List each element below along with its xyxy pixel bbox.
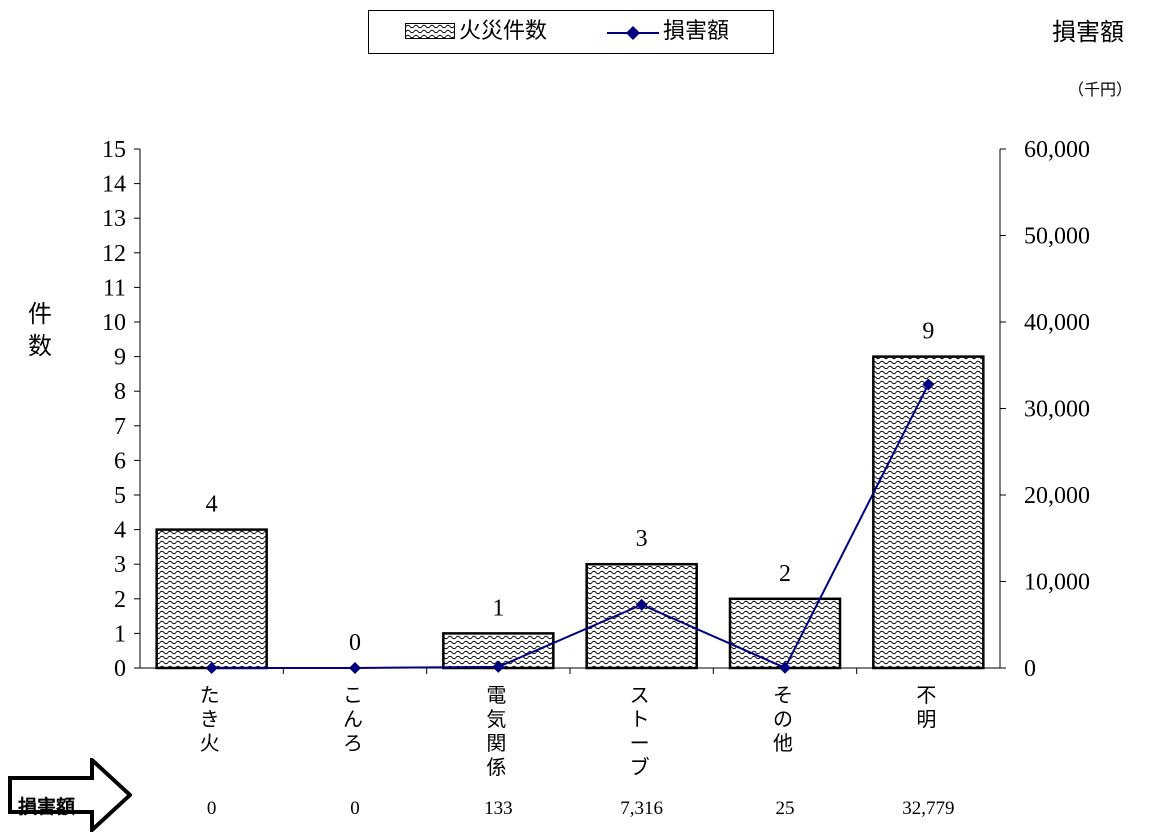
category-label-char: 他 [773, 731, 793, 755]
damage-value-label: 0 [207, 798, 217, 819]
left-axis-title-char: 件 [28, 300, 52, 328]
left-tick-label: 2 [114, 587, 126, 613]
category-label-char: 不 [916, 683, 936, 707]
category-label-char: 関 [486, 731, 506, 755]
left-tick-label: 12 [102, 241, 126, 267]
left-tick-label: 0 [114, 656, 126, 682]
category-label-char: ん [343, 707, 363, 731]
damage-value-label: 133 [484, 798, 513, 819]
damage-point [205, 662, 218, 674]
bar-value-label: 3 [636, 526, 648, 552]
damage-row-label: 損害額 [18, 796, 76, 818]
damage-point [922, 378, 935, 391]
category-label-char: た [200, 683, 220, 707]
category-label-char: き [200, 707, 220, 731]
legend-bar-label: 火災件数 [459, 19, 548, 44]
bar [872, 355, 985, 670]
left-axis-title-char: 数 [28, 332, 52, 360]
category-label-char: 気 [486, 707, 506, 731]
category-label-char: 火 [200, 731, 220, 755]
right-tick-label: 60,000 [1024, 137, 1090, 163]
left-tick-label: 13 [102, 206, 126, 232]
damage-value-label: 32,779 [902, 798, 954, 819]
left-tick-label: 5 [114, 483, 126, 509]
category-label-char: ろ [343, 731, 363, 755]
left-tick-label: 7 [114, 414, 126, 440]
left-tick-label: 4 [114, 518, 126, 544]
left-tick-label: 6 [114, 448, 126, 474]
legend-bar-swatch [405, 23, 455, 39]
category-label-char: ー [630, 731, 650, 755]
left-tick-label: 14 [102, 172, 126, 198]
plot-area: 0123456789101112131415010,00020,00030,00… [102, 137, 1090, 819]
legend: 火災件数 損害額 [368, 10, 774, 54]
legend-line-label: 損害額 [663, 19, 730, 44]
right-tick-label: 30,000 [1024, 397, 1090, 423]
left-tick-label: 3 [114, 552, 126, 578]
category-label-char: こ [343, 683, 363, 707]
category-label-char: ス [630, 683, 650, 707]
damage-value-label: 0 [350, 798, 360, 819]
left-axis-title: 件 数 [26, 298, 54, 362]
damage-value-label: 25 [776, 798, 795, 819]
right-tick-label: 20,000 [1024, 483, 1090, 509]
category-label-char: そ [773, 683, 793, 707]
left-tick-label: 9 [114, 345, 126, 371]
category-label-char: ト [630, 707, 650, 731]
bar-value-label: 2 [779, 561, 791, 587]
category-label-char: ブ [630, 755, 650, 779]
damage-line [211, 384, 930, 670]
damage-point [635, 598, 648, 611]
right-tick-label: 10,000 [1024, 570, 1090, 596]
category-label-char: の [773, 707, 793, 731]
bar-value-label: 4 [206, 492, 218, 518]
damage-point [349, 662, 361, 674]
damage-value-label: 7,316 [620, 798, 663, 819]
left-tick-label: 8 [114, 379, 126, 405]
left-tick-label: 1 [114, 621, 126, 647]
right-tick-label: 0 [1024, 656, 1036, 682]
category-label-char: 係 [486, 755, 506, 779]
legend-line-swatch [607, 26, 659, 40]
category-label-char: 電 [486, 683, 506, 707]
damage-point [492, 660, 505, 673]
bar [155, 528, 268, 670]
bar-value-label: 1 [492, 595, 504, 621]
bar-value-label: 0 [349, 630, 361, 656]
damage-point [779, 661, 791, 674]
right-axis-unit: （千円） [1068, 80, 1133, 99]
category-label-char: 明 [916, 707, 936, 731]
bar [585, 562, 698, 670]
bar-value-label: 9 [922, 319, 934, 345]
left-tick-label: 10 [102, 310, 126, 336]
left-tick-label: 15 [102, 137, 126, 163]
bar [728, 597, 842, 670]
left-tick-label: 11 [103, 275, 126, 301]
right-tick-label: 40,000 [1024, 310, 1090, 336]
right-tick-label: 50,000 [1024, 224, 1090, 250]
damage-arrow-icon [8, 758, 132, 832]
right-axis-title: 損害額 [1052, 18, 1124, 46]
